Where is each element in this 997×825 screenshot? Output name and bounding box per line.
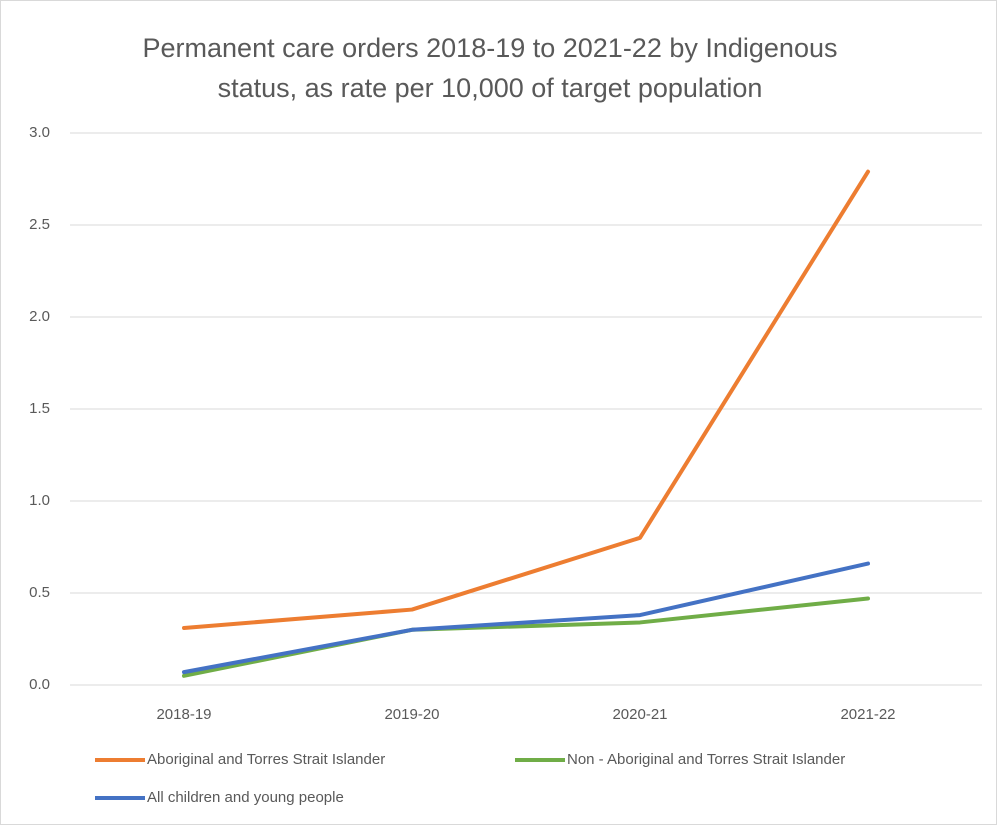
chart-title: Permanent care orders 2018-19 to 2021-22… (142, 33, 838, 103)
series-line (182, 169, 870, 630)
y-tick-label: 2.0 (29, 308, 50, 325)
y-tick-label: 2.5 (29, 216, 50, 233)
legend-label: Aboriginal and Torres Strait Islander (147, 751, 385, 768)
y-tick-label: 0.0 (29, 676, 50, 693)
y-tick-label: 3.0 (29, 124, 50, 141)
x-tick-label: 2020-21 (612, 706, 667, 723)
y-tick-label: 1.5 (29, 400, 50, 417)
series-line (182, 596, 870, 678)
y-tick-label: 0.5 (29, 584, 50, 601)
x-tick-label: 2019-20 (384, 706, 439, 723)
x-tick-label: 2018-19 (156, 706, 211, 723)
x-tick-label: 2021-22 (840, 706, 895, 723)
legend-label: All children and young people (147, 789, 344, 806)
series-line (182, 561, 870, 675)
legend-label: Non - Aboriginal and Torres Strait Islan… (567, 751, 845, 768)
y-tick-label: 1.0 (29, 492, 50, 509)
